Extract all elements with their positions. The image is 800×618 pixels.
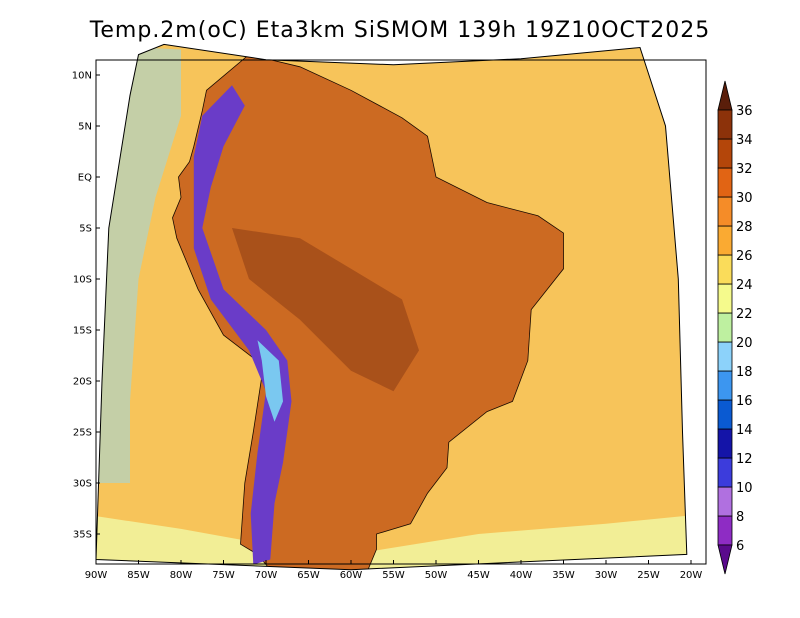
lon-tick-label: 60W (340, 570, 363, 581)
lon-tick-label: 20W (680, 570, 703, 581)
colorbar-swatch (717, 283, 733, 314)
longitude-axis: 90W 85W 80W 75W 70W 65W 60W 55W 50W 45W 40W 35W 30W 2… (85, 560, 703, 581)
colorbar-swatch (717, 370, 733, 401)
colorbar-swatch (717, 196, 733, 227)
colorbar-label: 28 (736, 220, 753, 235)
lon-tick-label: 65W (297, 570, 320, 581)
colorbar-label: 30 (736, 191, 753, 206)
colorbar-swatch (717, 457, 733, 488)
southern-cool-band (96, 513, 687, 570)
colorbar-bottom-arrow (717, 544, 733, 575)
colorbar-label: 20 (736, 336, 753, 351)
lon-tick-label: 55W (382, 570, 405, 581)
lon-tick-label: 50W (425, 570, 448, 581)
colorbar-label: 26 (736, 249, 753, 264)
colorbar: 6 8 10 12 14 16 18 20 22 24 26 28 30 32 34 36 (717, 80, 753, 575)
colorbar-label: 24 (736, 278, 753, 293)
colorbar-label: 32 (736, 162, 753, 177)
colorbar-swatch (717, 312, 733, 343)
colorbar-label: 22 (736, 307, 753, 322)
colorbar-swatch (717, 399, 733, 430)
andes-cold-ridge (193, 85, 292, 565)
lon-tick-label: 40W (510, 570, 533, 581)
lon-tick-label: 45W (467, 570, 490, 581)
colorbar-top-arrow (717, 80, 733, 111)
colorbar-swatch (717, 428, 733, 459)
colorbar-swatch (717, 515, 733, 546)
latitude-axis: 10N 5N EQ 5S 10S 15S 20S 25S 30S 35S (72, 71, 100, 541)
lon-tick-label: 85W (127, 570, 150, 581)
domain-outline (95, 43, 688, 571)
lon-tick-label: 90W (85, 570, 108, 581)
colorbar-label: 6 (736, 539, 744, 554)
colorbar-label: 10 (736, 481, 753, 496)
lat-tick-label: 5S (79, 224, 92, 235)
lat-tick-label: 20S (73, 377, 92, 388)
lon-tick-label: 70W (255, 570, 278, 581)
lon-tick-label: 30W (595, 570, 618, 581)
colorbar-swatch (717, 138, 733, 169)
colorbar-label: 36 (736, 104, 753, 119)
colorbar-label: 18 (736, 365, 753, 380)
lat-tick-label: 15S (73, 326, 92, 337)
colorbar-swatch (717, 109, 733, 140)
colorbar-label: 14 (736, 423, 753, 438)
lon-tick-label: 35W (552, 570, 575, 581)
lon-tick-label: 75W (212, 570, 235, 581)
colorbar-swatch (717, 167, 733, 198)
andes-coldest-core (257, 340, 283, 422)
colorbar-label: 12 (736, 452, 753, 467)
central-hot-region (232, 228, 419, 392)
lat-tick-label: 5N (78, 122, 92, 133)
lat-tick-label: 25S (73, 428, 92, 439)
lat-tick-label: 30S (73, 479, 92, 490)
colorbar-swatch (717, 225, 733, 256)
colorbar-label: 34 (736, 133, 753, 148)
plot-frame (95, 59, 707, 565)
lat-tick-label: EQ (78, 173, 92, 184)
lon-tick-label: 25W (637, 570, 660, 581)
colorbar-swatch (717, 254, 733, 285)
colorbar-swatch (717, 341, 733, 372)
lat-tick-label: 35S (73, 530, 92, 541)
colorbar-label: 16 (736, 394, 753, 409)
lat-tick-label: 10N (72, 71, 92, 82)
lat-tick-label: 10S (73, 275, 92, 286)
colorbar-label: 8 (736, 510, 744, 525)
map-title: Temp.2m(oC) Eta3km SiSMOM 139h 19Z10OCT2… (89, 18, 711, 43)
colorbar-swatch (717, 486, 733, 517)
lon-tick-label: 80W (170, 570, 193, 581)
